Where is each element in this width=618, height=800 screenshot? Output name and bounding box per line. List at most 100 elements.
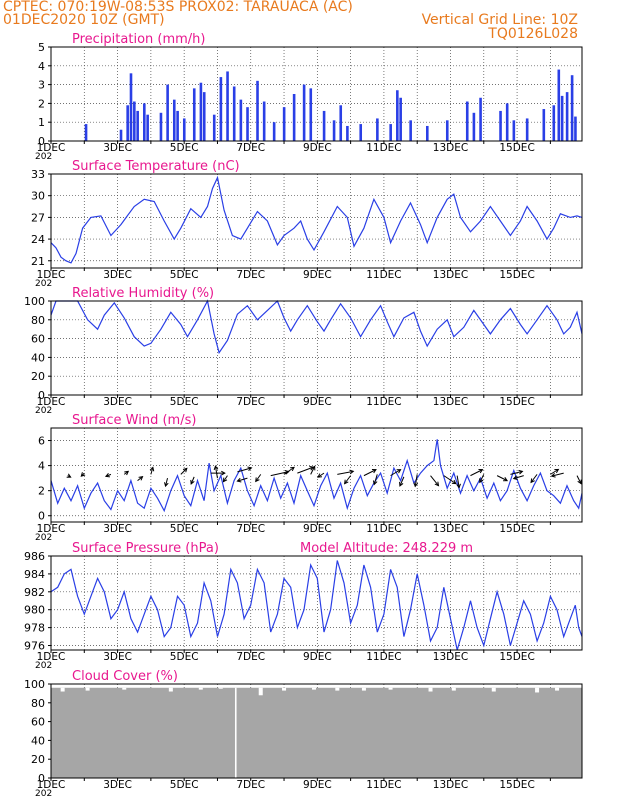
x-tick-label: 13DEC xyxy=(433,396,468,408)
precip-bar xyxy=(332,120,336,141)
panel-wind: 0 2 4 6 1DEC 3DEC 5DEC 7DEC 9DEC 11DEC 13DEC 15DEC 2… xyxy=(35,413,583,543)
precip-bar xyxy=(133,101,136,141)
x-tick-label: 15DEC xyxy=(499,779,534,791)
x-tick-label: 9DEC xyxy=(303,651,332,663)
y-tick-label: 0 xyxy=(38,772,45,785)
wind-arrow-head xyxy=(349,469,355,475)
y-tick-label: 30 xyxy=(31,190,45,203)
cloud-cover-dip xyxy=(60,687,65,692)
wind-arrow xyxy=(479,474,485,483)
precip-bar xyxy=(499,110,502,141)
precip-bar xyxy=(505,103,509,141)
pressure-series-line xyxy=(50,560,583,651)
x-tick-label: 7DEC xyxy=(236,396,265,408)
wind-arrow xyxy=(165,478,169,487)
x-tick-label: 11DEC xyxy=(366,779,401,791)
precip-bar xyxy=(525,118,529,141)
plot-frame xyxy=(50,427,583,523)
wind-arrow xyxy=(237,467,252,473)
y-tick-label: 976 xyxy=(24,640,45,653)
precip-bar xyxy=(309,88,313,141)
wind-arrow-head xyxy=(372,480,378,486)
wind-arrow-head xyxy=(221,470,226,476)
cloud-cover-dip xyxy=(258,687,263,696)
plot-frame xyxy=(50,300,583,396)
wind-arrow-head xyxy=(434,481,440,487)
wind-arrow-head xyxy=(577,479,582,485)
y-tick-label: 978 xyxy=(24,622,45,635)
wind-arrow-head xyxy=(396,469,402,474)
y-tick-label: 100 xyxy=(24,678,45,691)
x-tick-label: 5DEC xyxy=(170,269,199,281)
wind-arrow xyxy=(223,475,228,482)
wind-arrow xyxy=(310,466,316,475)
precip-bar xyxy=(472,112,476,141)
wind-arrow-head xyxy=(182,467,188,473)
panel-title: Relative Humidity (%) xyxy=(72,286,214,301)
wind-arrow xyxy=(443,475,457,485)
header-datetime: 01DEC2020 10Z (GMT) xyxy=(3,12,165,28)
precip-bar xyxy=(129,73,133,141)
x-tick-label: 5DEC xyxy=(170,651,199,663)
y-tick-label: 0 xyxy=(38,135,45,148)
x-tick-label: 7DEC xyxy=(236,142,265,154)
x-tick-label: 9DEC xyxy=(303,142,332,154)
precip-bar xyxy=(136,110,139,141)
wind-arrow-head xyxy=(550,473,556,478)
wind-arrow xyxy=(576,475,582,484)
panel-title: Surface Pressure (hPa) xyxy=(72,541,219,556)
precip-bar xyxy=(552,105,556,141)
precip-bar xyxy=(302,84,306,141)
wind-arrow-head xyxy=(413,482,419,488)
precip-bar xyxy=(557,69,561,141)
precip-bar xyxy=(292,94,296,141)
precip-bar xyxy=(574,116,577,141)
x-tick-label: 5DEC xyxy=(170,142,199,154)
wind-series-line xyxy=(50,439,583,513)
cloud-cover-dip xyxy=(218,687,223,689)
cloud-cover-dip xyxy=(555,687,560,691)
cloud-cover-dip xyxy=(361,687,366,691)
precip-bar xyxy=(199,82,203,141)
precip-bar xyxy=(512,120,516,141)
wind-arrow-head xyxy=(104,472,110,478)
plot-frame xyxy=(50,46,583,142)
wind-arrow xyxy=(373,474,378,485)
wind-arrow-head xyxy=(124,470,130,476)
wind-arrow-head xyxy=(190,479,195,485)
precip-bar xyxy=(126,105,129,141)
wind-arrow xyxy=(270,471,289,477)
precip-bar xyxy=(560,95,564,141)
x-tick-label: 1DEC xyxy=(37,269,66,281)
y-tick-label: 4 xyxy=(38,60,45,73)
x-tick-label: 15DEC xyxy=(499,651,534,663)
x-tick-label: 1DEC xyxy=(37,396,66,408)
wind-arrow-head xyxy=(290,466,295,472)
precip-bar xyxy=(262,101,266,141)
cloud-cover-dip xyxy=(85,687,90,691)
wind-arrow xyxy=(344,475,352,484)
y-tick-label: 6 xyxy=(38,435,45,448)
panel-title: Precipitation (mm/h) xyxy=(72,32,205,47)
y-tick-label: 986 xyxy=(24,550,45,563)
precip-bar xyxy=(570,75,574,141)
wind-arrow xyxy=(255,474,262,482)
wind-arrow xyxy=(470,469,483,477)
panel-title: Surface Temperature (nC) xyxy=(72,159,240,174)
wind-arrow xyxy=(137,476,143,482)
wind-arrow-head xyxy=(512,475,518,480)
precip-bar xyxy=(542,109,546,141)
wind-arrow xyxy=(283,466,295,475)
y-tick-label: 21 xyxy=(31,255,45,268)
cloud-cover-dip xyxy=(535,687,540,693)
wind-arrow-head xyxy=(138,475,144,481)
wind-arrow-head xyxy=(236,477,242,483)
x-tick-label: 11DEC xyxy=(366,396,401,408)
y-tick-label: 3 xyxy=(38,79,45,92)
y-tick-label: 27 xyxy=(31,211,45,224)
wind-arrow-head xyxy=(554,468,560,474)
y-tick-label: 1 xyxy=(38,116,45,129)
precip-bar xyxy=(479,97,482,141)
precip-bar xyxy=(425,125,429,141)
